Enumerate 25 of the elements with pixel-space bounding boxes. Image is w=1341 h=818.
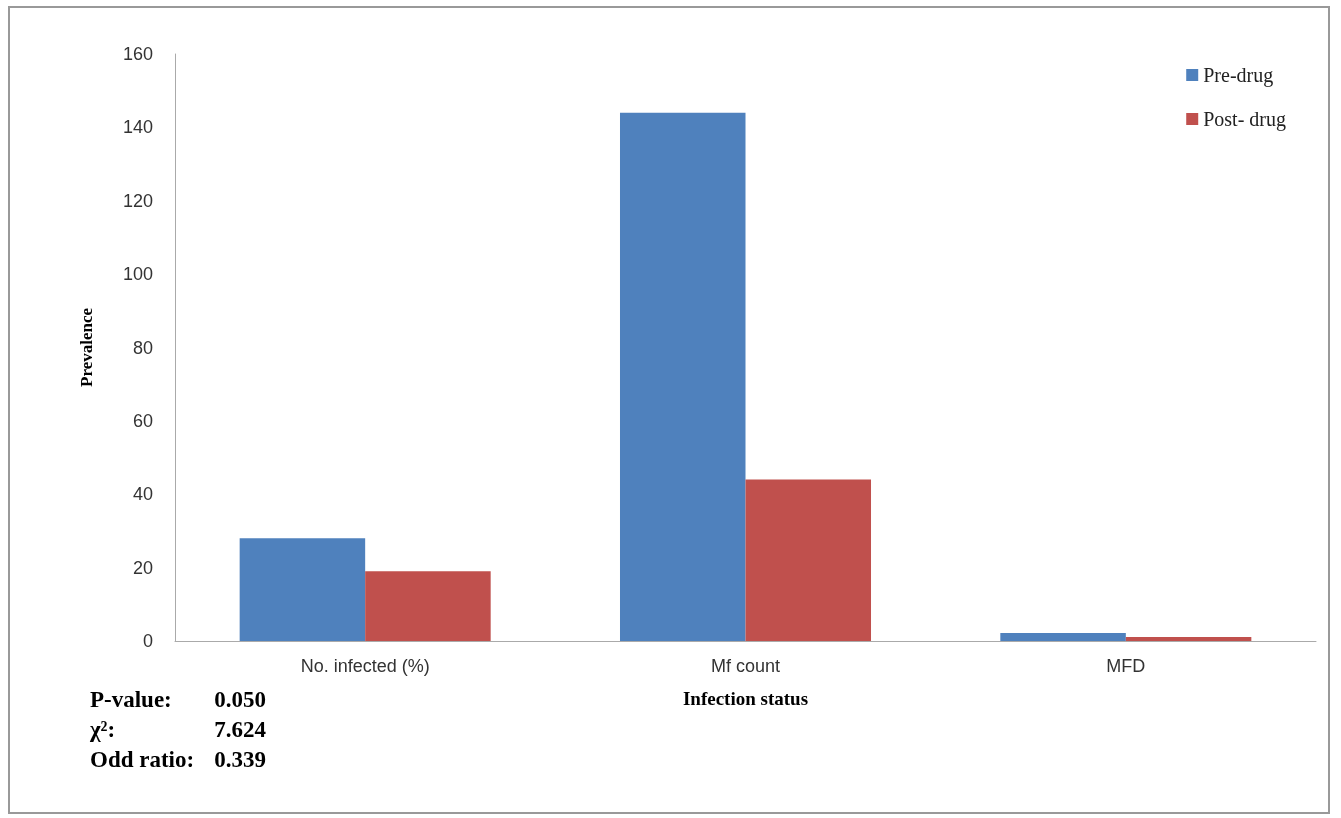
x-tick-label: No. infected (%) (300, 656, 430, 676)
bar (619, 112, 746, 641)
legend-label: Pre-drug (1203, 64, 1274, 87)
bar (1125, 636, 1252, 641)
text: P-value: 0.050 (90, 687, 266, 712)
y-tick-label: 160 (122, 44, 153, 64)
text: Odd ratio: 0.339 (90, 746, 266, 774)
bar (745, 479, 872, 641)
y-tick-label: 0 (142, 631, 153, 651)
bar (365, 571, 491, 641)
y-tick-label: 80 (132, 337, 153, 358)
bar (239, 538, 366, 641)
y-tick-label: 120 (122, 190, 153, 211)
x-axis-title: Infection status (682, 688, 809, 709)
text: χ²: 7.624 (90, 717, 266, 742)
x-tick-label: Mf count (710, 656, 781, 676)
y-tick-label: 60 (132, 410, 153, 431)
bar (1000, 632, 1126, 641)
y-tick-label: 20 (132, 557, 153, 578)
y-axis-title: Prevalence (77, 307, 96, 387)
y-tick-label: 40 (132, 484, 153, 505)
x-tick-label: MFD (1106, 656, 1146, 676)
legend-label: Post- drug (1203, 108, 1287, 131)
y-tick-label: 100 (122, 264, 153, 285)
y-tick-label: 140 (122, 117, 153, 138)
